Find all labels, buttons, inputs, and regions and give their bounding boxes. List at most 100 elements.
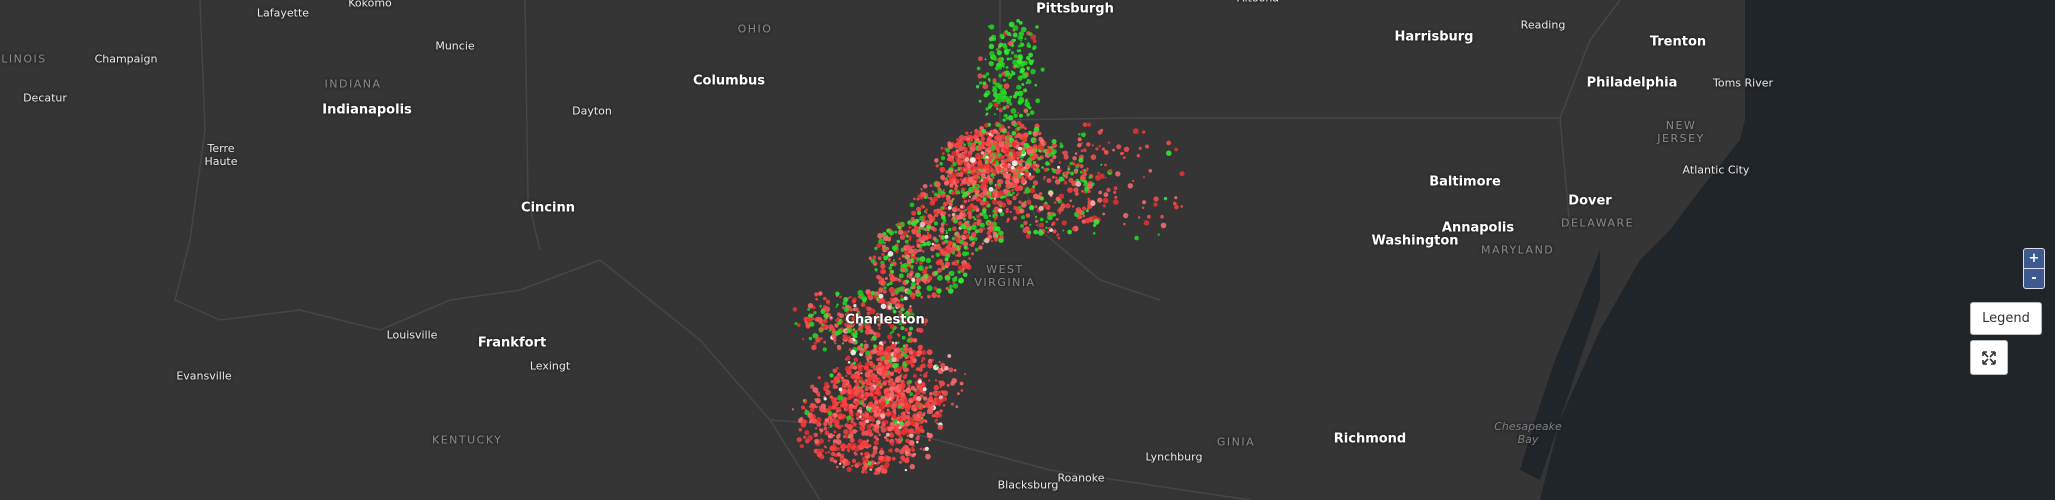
- point: [1153, 196, 1159, 202]
- point: [966, 163, 971, 168]
- point: [993, 197, 997, 200]
- point: [994, 157, 997, 160]
- town-label: Kokomo: [348, 0, 392, 10]
- fullscreen-button[interactable]: [1970, 340, 2008, 375]
- point: [828, 433, 834, 439]
- point: [884, 412, 887, 415]
- point: [923, 418, 927, 422]
- point: [996, 195, 998, 198]
- point: [989, 24, 995, 30]
- point: [860, 316, 867, 323]
- point: [992, 81, 996, 85]
- point: [866, 358, 869, 361]
- point: [1018, 21, 1023, 25]
- point: [944, 207, 948, 210]
- point: [910, 217, 915, 222]
- point: [916, 258, 920, 262]
- point: [947, 169, 954, 175]
- point: [891, 261, 897, 267]
- point: [915, 218, 920, 223]
- point: [890, 343, 897, 350]
- point: [967, 170, 971, 174]
- point: [1024, 226, 1030, 232]
- border: [999, 0, 1571, 231]
- point: [890, 261, 893, 264]
- point: [1024, 127, 1027, 130]
- point: [849, 308, 853, 312]
- point: [1147, 214, 1151, 219]
- point: [1017, 169, 1021, 174]
- point: [864, 470, 868, 474]
- point: [935, 164, 939, 168]
- point: [1014, 64, 1018, 68]
- point: [818, 337, 822, 341]
- point: [925, 208, 928, 212]
- point: [964, 373, 967, 376]
- point: [960, 224, 966, 230]
- point: [831, 405, 837, 410]
- point: [1076, 217, 1080, 220]
- point: [883, 255, 888, 261]
- point: [1071, 226, 1076, 231]
- point: [891, 456, 896, 461]
- point: [1008, 21, 1015, 28]
- point: [957, 208, 961, 212]
- point: [933, 192, 938, 197]
- point: [832, 338, 837, 343]
- point: [1085, 209, 1089, 213]
- point: [875, 387, 879, 391]
- point: [870, 351, 874, 355]
- point: [966, 262, 970, 267]
- point: [1052, 175, 1055, 179]
- point: [867, 376, 873, 381]
- point: [873, 440, 879, 446]
- point: [957, 168, 961, 172]
- point: [968, 186, 974, 193]
- point: [833, 377, 839, 384]
- point: [844, 460, 851, 466]
- point: [850, 431, 855, 435]
- point: [992, 177, 995, 179]
- point: [1045, 220, 1049, 224]
- zoom-in[interactable]: +: [2023, 248, 2045, 269]
- point: [833, 459, 838, 464]
- point: [885, 395, 890, 399]
- point: [900, 373, 903, 376]
- point: [878, 297, 885, 303]
- point: [1012, 216, 1018, 221]
- point: [951, 197, 955, 201]
- town-label: Decatur: [23, 91, 67, 105]
- point: [880, 303, 887, 310]
- point: [897, 414, 901, 417]
- point: [920, 411, 923, 414]
- point: [852, 422, 857, 427]
- point: [810, 403, 814, 407]
- point: [866, 439, 870, 443]
- point: [837, 320, 842, 325]
- point: [903, 296, 908, 301]
- point: [967, 231, 971, 234]
- point: [986, 230, 991, 236]
- legend-button[interactable]: Legend: [1970, 302, 2042, 335]
- point: [869, 256, 872, 259]
- point: [1007, 115, 1014, 121]
- point: [808, 405, 812, 408]
- point: [956, 138, 960, 142]
- point: [920, 360, 924, 363]
- point: [888, 382, 892, 386]
- point: [995, 153, 998, 157]
- point: [1006, 191, 1011, 197]
- point: [857, 366, 863, 372]
- zoom-out[interactable]: -: [2023, 268, 2045, 289]
- point: [964, 150, 968, 154]
- point: [996, 48, 999, 51]
- city-label: Frankfort: [477, 335, 547, 351]
- point: [913, 276, 916, 279]
- point: [1142, 175, 1146, 179]
- point: [963, 137, 966, 140]
- point: [960, 205, 964, 209]
- point: [950, 190, 956, 195]
- point: [1083, 148, 1087, 152]
- point: [911, 228, 917, 234]
- point: [904, 239, 909, 244]
